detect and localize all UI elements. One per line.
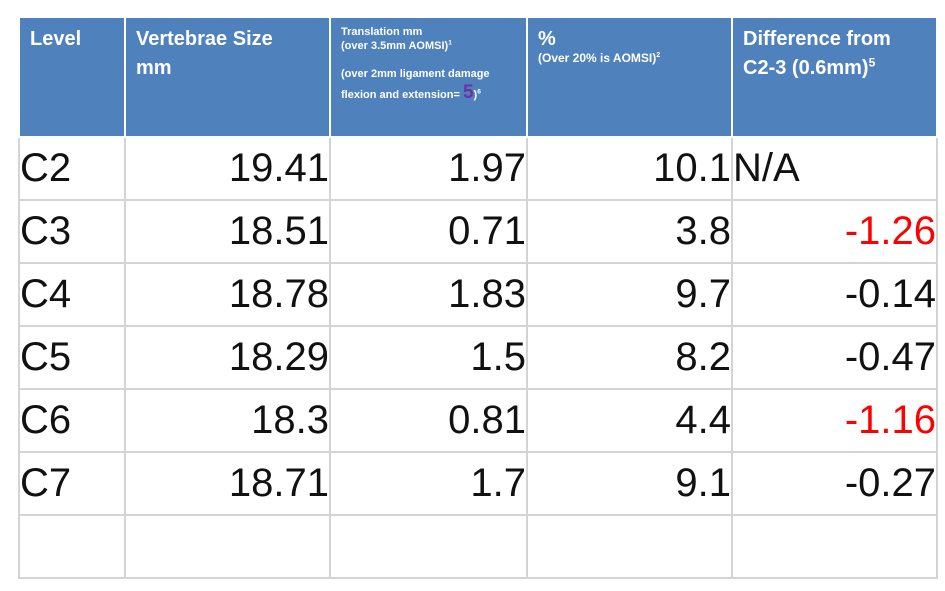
cell-difference: -0.27: [731, 451, 938, 516]
cell-difference: -1.26: [731, 199, 938, 264]
cell-percent: 3.8: [526, 199, 733, 264]
cell-vertebrae-size: 18.51: [124, 199, 331, 264]
header-translation-line2: (over 3.5mm AOMSI)1: [341, 39, 526, 53]
cell-translation: 0.81: [329, 388, 528, 453]
cell-percent: 4.4: [526, 388, 733, 453]
header-percent-sub: (Over 20% is AOMSI)2: [538, 51, 731, 65]
cell-difference: N/A: [731, 136, 938, 201]
header-translation-line4-text: flexion and extension=: [341, 89, 460, 101]
header-level-label: Level: [30, 28, 82, 50]
header-translation-line1: Translation mm: [341, 26, 423, 38]
cell-difference: [731, 514, 938, 579]
cell-vertebrae-size: 18.3: [124, 388, 331, 453]
table-row: C5 18.29 1.5 8.2 -0.47: [18, 325, 938, 390]
cell-level: C4: [18, 262, 126, 327]
cell-level: C6: [18, 388, 126, 453]
cell-vertebrae-size: 18.29: [124, 325, 331, 390]
cell-level: C5: [18, 325, 126, 390]
header-translation-line2-text: (over 3.5mm AOMSI): [341, 40, 449, 52]
header-translation-footnote-6: 6: [477, 88, 481, 96]
cell-percent: 8.2: [526, 325, 733, 390]
header-translation-footnote-1: 1: [448, 39, 452, 47]
table-row: C2 19.41 1.97 10.1 N/A: [18, 136, 938, 201]
cell-vertebrae-size: 18.78: [124, 262, 331, 327]
header-translation: Translation mm (over 3.5mm AOMSI)1 (over…: [329, 16, 528, 138]
cell-translation: 1.5: [329, 325, 528, 390]
cell-difference: -0.14: [731, 262, 938, 327]
header-percent-sub-text: (Over 20% is AOMSI): [538, 51, 657, 65]
cell-translation: [329, 514, 528, 579]
header-vertebrae-line1: Vertebrae Size: [136, 28, 273, 50]
cell-translation: 1.7: [329, 451, 528, 516]
header-row: Level Vertebrae Size mm Translation mm (…: [18, 16, 938, 138]
cell-vertebrae-size: 18.71: [124, 451, 331, 516]
header-translation-close: ): [473, 89, 478, 101]
cell-level: C2: [18, 136, 126, 201]
cell-translation: 1.97: [329, 136, 528, 201]
header-percent: % (Over 20% is AOMSI)2: [526, 16, 733, 138]
cell-percent: 10.1: [526, 136, 733, 201]
table-row-empty: [18, 514, 938, 579]
cell-translation: 1.83: [329, 262, 528, 327]
cell-difference: -0.47: [731, 325, 938, 390]
cell-difference: -1.16: [731, 388, 938, 453]
header-difference-line2: C2-3 (0.6mm)5: [743, 54, 936, 83]
header-level: Level: [18, 16, 126, 138]
vertebrae-table: Level Vertebrae Size mm Translation mm (…: [18, 16, 938, 579]
cell-level: [18, 514, 126, 579]
cell-level: C3: [18, 199, 126, 264]
table-row: C6 18.3 0.81 4.4 -1.16: [18, 388, 938, 453]
header-difference: Difference from C2-3 (0.6mm)5: [731, 16, 938, 138]
header-translation-line3: (over 2mm ligament damage: [341, 68, 490, 80]
header-percent-footnote: 2: [656, 50, 661, 59]
table-row: C7 18.71 1.7 9.1 -0.27: [18, 451, 938, 516]
cell-level: C7: [18, 451, 126, 516]
header-percent-title: %: [538, 28, 556, 50]
header-vertebrae-line2: mm: [136, 57, 172, 79]
cell-translation: 0.71: [329, 199, 528, 264]
header-translation-line4: flexion and extension= 5)6: [341, 83, 526, 102]
header-difference-line1: Difference from: [743, 28, 891, 50]
table-row: C4 18.78 1.83 9.7 -0.14: [18, 262, 938, 327]
header-translation-five: 5: [462, 82, 474, 103]
table-row: C3 18.51 0.71 3.8 -1.26: [18, 199, 938, 264]
cell-vertebrae-size: 19.41: [124, 136, 331, 201]
header-difference-footnote: 5: [868, 55, 876, 70]
cell-percent: [526, 514, 733, 579]
cell-percent: 9.7: [526, 262, 733, 327]
cell-percent: 9.1: [526, 451, 733, 516]
header-vertebrae-size: Vertebrae Size mm: [124, 16, 331, 138]
header-difference-line2-text: C2-3 (0.6mm): [743, 57, 869, 79]
cell-vertebrae-size: [124, 514, 331, 579]
